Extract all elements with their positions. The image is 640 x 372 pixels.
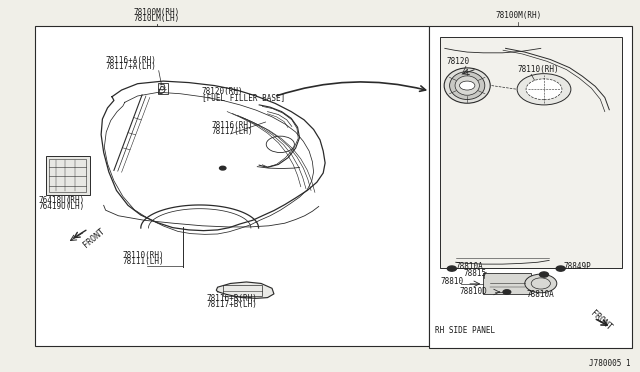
Text: 78111(LH): 78111(LH) (123, 257, 164, 266)
Bar (49, 159, 86, 192)
Bar (483, 273, 531, 294)
Text: 78117+B(LH): 78117+B(LH) (206, 300, 257, 309)
Text: 78810: 78810 (440, 278, 463, 286)
Polygon shape (216, 282, 274, 298)
Text: 7810LM(LH): 7810LM(LH) (134, 14, 180, 23)
Bar (158, 83, 168, 94)
Text: FRONT: FRONT (82, 226, 107, 249)
Text: 78110(RH): 78110(RH) (123, 251, 164, 260)
Text: 76419U(LH): 76419U(LH) (38, 202, 84, 211)
Circle shape (540, 272, 548, 277)
Text: 78110(RH): 78110(RH) (517, 65, 559, 74)
Ellipse shape (444, 68, 490, 103)
Text: 78117+A(LH): 78117+A(LH) (106, 62, 156, 71)
Circle shape (526, 79, 562, 100)
Text: 78120: 78120 (446, 57, 469, 66)
Text: RH SIDE PANEL: RH SIDE PANEL (435, 326, 495, 335)
Circle shape (460, 81, 475, 90)
Circle shape (525, 274, 557, 293)
Bar (429, 26, 632, 348)
Text: 78100M(RH): 78100M(RH) (134, 8, 180, 17)
Text: 78120(RH): 78120(RH) (202, 87, 243, 96)
Text: 78116+A(RH): 78116+A(RH) (106, 56, 156, 65)
Text: 78815: 78815 (463, 269, 486, 278)
Bar (223, 285, 262, 296)
Text: 78100M(RH): 78100M(RH) (495, 12, 541, 20)
Text: J780005 1: J780005 1 (589, 359, 630, 368)
Text: FRONT: FRONT (589, 308, 613, 332)
Circle shape (220, 166, 226, 170)
Text: 78810A: 78810A (526, 291, 554, 299)
Text: 78810D: 78810D (460, 287, 487, 296)
Bar (35, 26, 429, 346)
Text: 78116+B(RH): 78116+B(RH) (206, 294, 257, 303)
Text: [FUEL FILLER BASE]: [FUEL FILLER BASE] (202, 93, 285, 102)
Text: 78116(RH): 78116(RH) (211, 121, 253, 130)
Ellipse shape (449, 71, 485, 99)
Text: 78810A: 78810A (456, 262, 483, 271)
Circle shape (556, 266, 565, 271)
Circle shape (517, 74, 571, 105)
Text: 78117(LH): 78117(LH) (211, 127, 253, 136)
Text: 78849P: 78849P (563, 262, 591, 271)
Ellipse shape (455, 76, 479, 95)
Bar (440, 37, 622, 268)
Circle shape (503, 290, 511, 294)
Circle shape (447, 266, 456, 271)
Text: 76418U(RH): 76418U(RH) (38, 196, 84, 205)
Bar (46, 156, 90, 195)
